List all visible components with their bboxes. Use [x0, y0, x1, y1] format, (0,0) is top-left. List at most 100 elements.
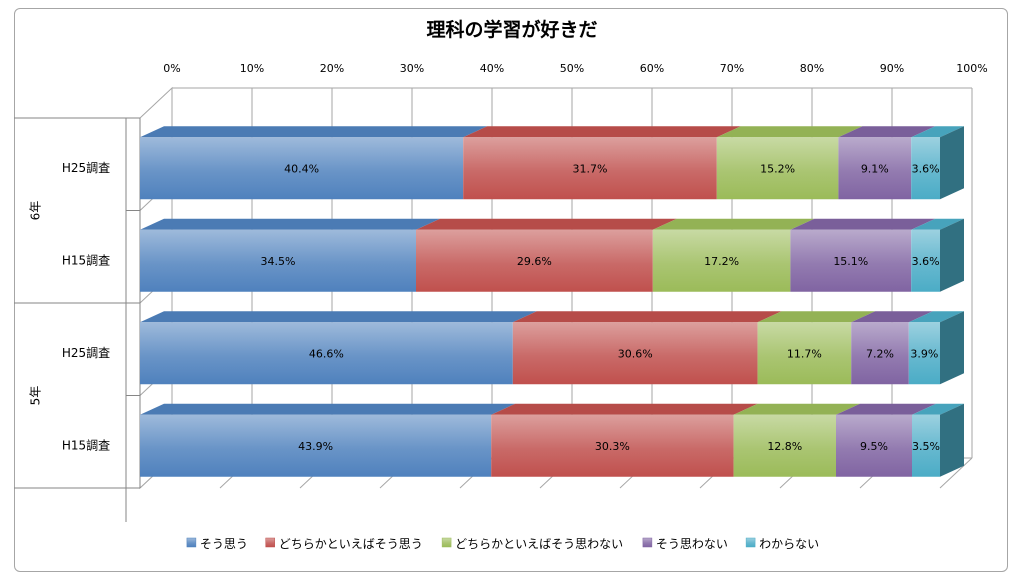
bar-front-face: [836, 414, 912, 477]
x-tick-label: 0%: [163, 62, 180, 75]
legend-swatch: [265, 537, 275, 548]
bar-segment: [652, 218, 815, 292]
bar-side-face: [940, 126, 964, 200]
bar-front-face: [491, 414, 734, 477]
bar-top-face: [140, 218, 440, 230]
bar-front-face: [652, 229, 791, 292]
bar-segment: [757, 311, 876, 385]
x-tick-label: 80%: [800, 62, 824, 75]
bar-front-face: [733, 414, 836, 477]
legend-item: そう思わない: [642, 537, 728, 551]
legend-label: わからない: [759, 537, 819, 551]
data-label: 9.5%: [860, 440, 888, 453]
legend-label: どちらかといえばそう思う: [279, 537, 423, 551]
bar-side-face: [940, 311, 964, 385]
data-label: 12.8%: [767, 440, 802, 453]
bar-top-face: [790, 218, 936, 230]
x-tick-label: 30%: [400, 62, 424, 75]
bar-top-face: [140, 126, 488, 138]
legend-swatch: [186, 537, 197, 548]
legend-swatch: [745, 537, 756, 548]
bar-segment: [140, 218, 440, 292]
bar-top-face: [757, 311, 876, 323]
x-tick-label: 60%: [640, 62, 664, 75]
bar-segment: [908, 311, 964, 385]
bar-top-face: [836, 403, 936, 415]
bar-front-face: [140, 229, 416, 292]
x-tick-label: 90%: [880, 62, 904, 75]
data-label: 15.1%: [833, 255, 868, 268]
bar-top-face: [908, 311, 964, 323]
data-label: 30.3%: [595, 440, 630, 453]
bar-front-face: [716, 137, 839, 200]
data-label: 43.9%: [298, 440, 333, 453]
category-label: H25調査: [62, 346, 110, 360]
data-label: 29.6%: [517, 255, 552, 268]
legend-item: そう思う: [186, 537, 248, 551]
bar-segment: [911, 126, 964, 200]
data-label: 30.6%: [618, 347, 653, 360]
bar-top-face: [463, 126, 741, 138]
data-label: 3.5%: [912, 440, 940, 453]
data-label: 15.2%: [760, 162, 795, 175]
data-label: 3.6%: [912, 162, 940, 175]
legend-label: そう思う: [200, 537, 248, 551]
bar-segment: [851, 311, 933, 385]
floor-gridline: [939, 457, 973, 489]
data-label: 7.2%: [866, 347, 894, 360]
data-label: 46.6%: [309, 347, 344, 360]
bar-top-face: [911, 218, 964, 230]
bar-front-face: [140, 137, 464, 200]
bar-segment: [491, 403, 758, 477]
bar-segment: [463, 126, 741, 200]
x-tick-label: 20%: [320, 62, 344, 75]
data-label: 40.4%: [284, 162, 319, 175]
bar-segment: [716, 126, 863, 200]
group-label: 5年: [29, 386, 43, 406]
chart-title: 理科の学習が好きだ: [426, 18, 597, 41]
bar-segment: [790, 218, 936, 292]
bar-front-face: [790, 229, 912, 292]
bar-top-face: [733, 403, 860, 415]
bar-front-face: [838, 137, 912, 200]
legend: そう思う どちらかといえばそう思う どちらかといえばそう思わない そう思わない わからな…: [186, 537, 819, 551]
bar-front-face: [851, 322, 909, 385]
bar-segment: [140, 126, 488, 200]
bar-top-face: [140, 403, 516, 415]
legend-label: どちらかといえばそう思わない: [455, 537, 623, 551]
x-tick-label: 10%: [240, 62, 264, 75]
bar-layer: [140, 126, 964, 477]
bar-segment: [836, 403, 936, 477]
category-label: H25調査: [62, 161, 110, 175]
data-label: 3.9%: [910, 347, 938, 360]
legend-item: どちらかといえばそう思わない: [441, 537, 623, 551]
label-layer: 40.4% 31.7% 15.2% 9.1% 3.6% 34.5% 29.6% 17.2% 15…: [261, 162, 940, 453]
legend-item: わからない: [745, 537, 819, 551]
bar-front-face: [912, 414, 940, 477]
x-tick-label: 40%: [480, 62, 504, 75]
bar-segment: [838, 126, 936, 200]
bar-top-face: [416, 218, 677, 230]
x-tick-label: 70%: [720, 62, 744, 75]
legend-item: どちらかといえばそう思う: [265, 537, 423, 551]
bar-top-face: [512, 311, 782, 323]
bar-segment: [912, 403, 964, 477]
category-label: H15調査: [62, 438, 110, 452]
bar-segment: [512, 311, 782, 385]
bar-front-face: [463, 137, 717, 200]
bar-top-face: [716, 126, 863, 138]
bar-top-face: [140, 311, 537, 323]
data-label: 31.7%: [573, 162, 608, 175]
legend-swatch: [642, 537, 653, 548]
bar-top-face: [652, 218, 815, 230]
category-label: H15調査: [62, 253, 110, 267]
bar-side-face: [940, 218, 964, 292]
x-tick-label: 50%: [560, 62, 584, 75]
bar-front-face: [911, 229, 940, 292]
data-label: 9.1%: [861, 162, 889, 175]
bar-top-face: [911, 126, 964, 138]
bar-segment: [733, 403, 860, 477]
data-label: 3.6%: [912, 255, 940, 268]
bar-front-face: [416, 229, 653, 292]
